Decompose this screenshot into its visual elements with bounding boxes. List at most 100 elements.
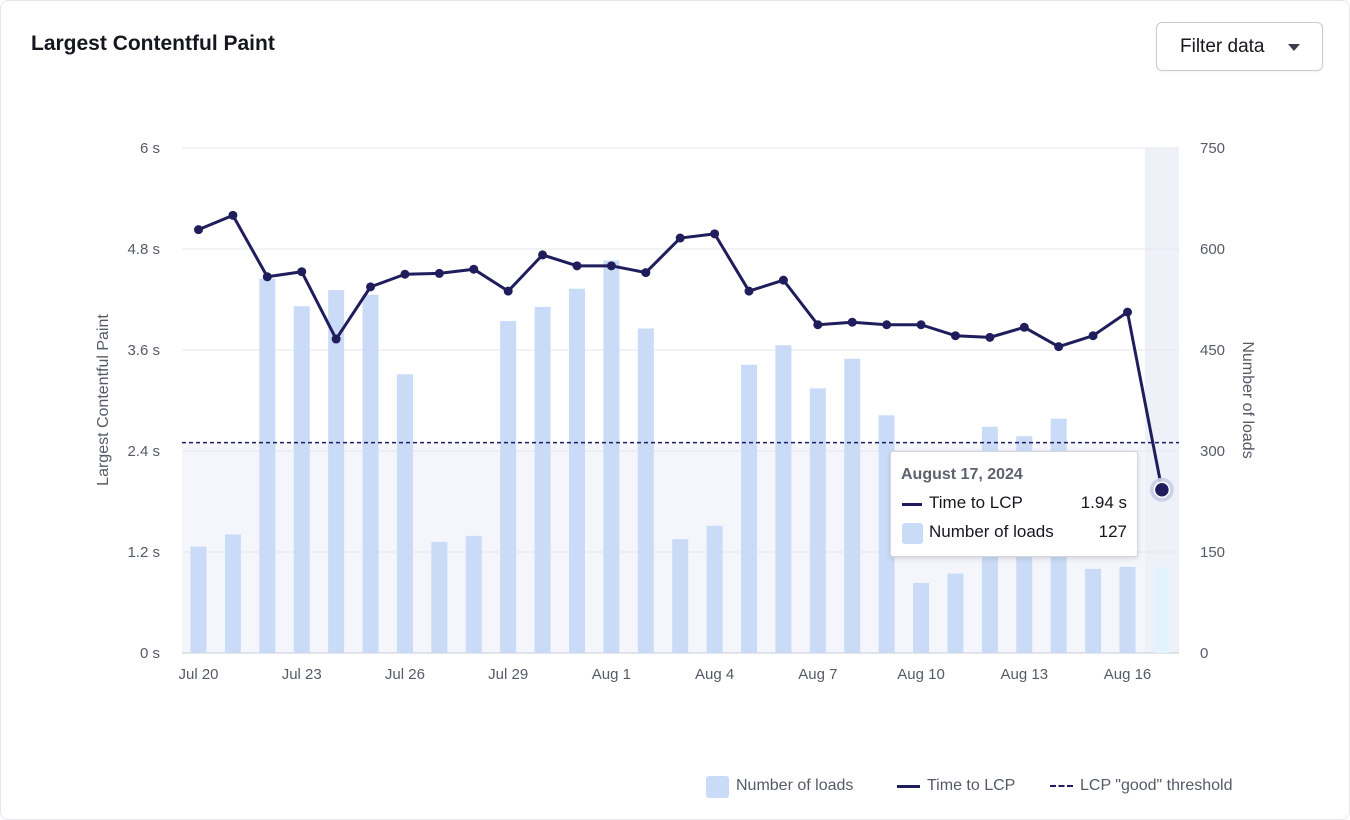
x-tick-label: Aug 1 [592,666,631,683]
data-point [710,229,720,239]
tooltip-row-lcp: Time to LCP 1.94 s [901,493,1127,522]
bar [775,345,792,653]
tooltip-row-value: 1.94 s [1080,493,1127,512]
tooltip-row-loads: Number of loads 127 [901,522,1127,551]
line-swatch-icon [902,503,922,506]
bar [913,582,930,653]
y-left-tick-label: 6 s [140,140,160,157]
bar [259,278,276,653]
data-point [297,267,307,277]
bar [741,364,758,653]
y-right-tick-label: 450 [1200,342,1225,359]
data-point [675,233,685,243]
filter-data-label: Filter data [1180,35,1265,57]
bar [637,328,654,653]
y-left-tick-label: 3.6 s [127,342,160,359]
data-point [228,210,238,220]
y-right-tick-label: 150 [1200,544,1225,561]
bar [947,573,964,653]
y-right-tick-label: 300 [1200,443,1225,460]
data-point [778,275,788,285]
bar [706,525,723,653]
legend-label: Number of loads [736,777,854,794]
dashed-line-swatch-icon [1050,785,1073,787]
data-point [985,332,995,342]
bar [224,534,241,653]
bar [1119,566,1136,653]
data-point [813,320,823,330]
data-point [572,261,582,271]
x-tick-label: Jul 26 [385,666,425,683]
bar [809,388,826,653]
chart-title: Largest Contentful Paint [31,32,275,55]
data-point [1088,331,1098,341]
data-point [847,317,857,327]
legend-label: Time to LCP [927,777,1016,794]
bar-swatch-icon [902,523,923,544]
data-point [950,331,960,341]
y-right-tick-label: 0 [1200,645,1208,662]
filter-data-button[interactable]: Filter data [1156,22,1323,71]
x-tick-label: Aug 10 [897,666,945,683]
data-point [1123,307,1132,317]
tooltip-row-name: Time to LCP [929,493,1023,512]
tooltip-row-value: 127 [1098,522,1127,541]
bar [396,374,413,653]
data-point [606,261,616,271]
bar [293,306,310,653]
bar [603,260,620,653]
line-swatch-icon [897,785,920,788]
data-point [331,334,341,344]
bar [672,539,689,653]
data-point [1054,342,1064,352]
data-point [194,225,203,235]
bar [844,358,861,653]
y-left-tick-label: 0 s [140,645,160,662]
x-tick-label: Aug 16 [1104,666,1152,683]
bar [534,306,551,653]
data-point [400,269,410,279]
data-point [366,282,376,292]
bar-swatch-icon [706,776,729,798]
y-left-tick-label: 4.8 s [127,241,160,258]
data-point [744,286,754,296]
bar [1153,567,1170,653]
caret-down-icon [1288,44,1300,51]
x-tick-label: Jul 20 [178,666,218,683]
y-left-tick-label: 2.4 s [127,443,160,460]
data-point [641,268,651,278]
x-tick-label: Aug 13 [1001,666,1049,683]
data-point [916,320,926,330]
y-right-tick-label: 750 [1200,140,1225,157]
bar [568,288,585,653]
y-axis-right-title: Number of loads [1239,341,1256,458]
bar [362,294,379,653]
bar [500,321,517,653]
data-point [434,268,444,278]
y-right-tick-label: 600 [1200,241,1225,258]
y-left-tick-label: 1.2 s [127,544,160,561]
y-axis-left-title: Largest Contentful Paint [95,314,112,486]
data-point-highlighted [1153,481,1171,498]
bar [1085,568,1102,653]
bar [190,546,207,653]
x-tick-label: Aug 7 [798,666,837,683]
data-point [882,320,892,330]
bar [465,535,482,653]
data-point [503,286,513,296]
data-point [1019,322,1029,332]
bar [431,541,448,653]
x-tick-label: Jul 29 [488,666,528,683]
data-point [469,264,479,274]
x-tick-label: Aug 4 [695,666,734,683]
data-point [538,250,548,260]
tooltip-date: August 17, 2024 [901,466,1023,483]
data-point [262,272,272,282]
x-tick-label: Jul 23 [282,666,322,683]
chart-tooltip: August 17, 2024 Time to LCP 1.94 s Numbe… [890,451,1138,557]
tooltip-row-name: Number of loads [929,522,1054,541]
legend-label: LCP "good" threshold [1080,777,1233,794]
bar [328,290,345,653]
